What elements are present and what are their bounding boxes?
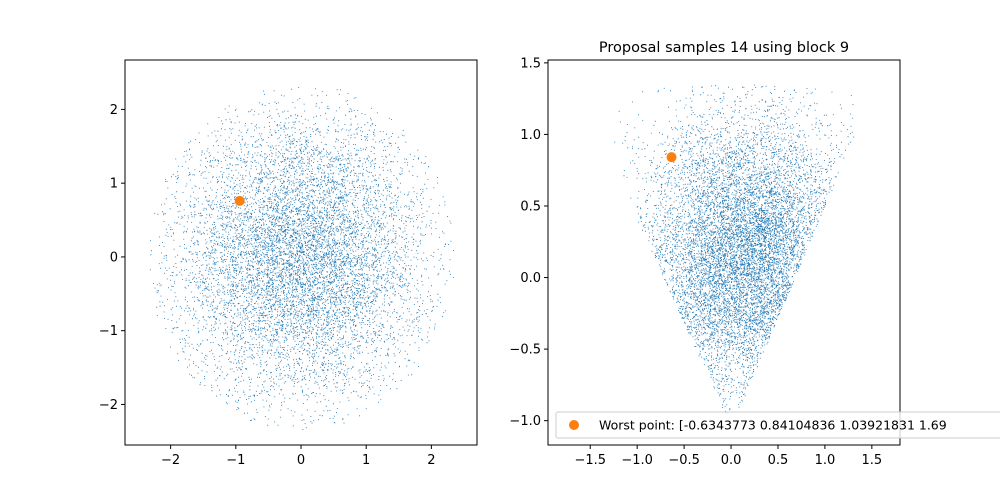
y-tick-label: 0.0 — [520, 271, 541, 286]
x-tick-label: 1.5 — [861, 453, 882, 468]
y-tick-label: −0.5 — [509, 343, 541, 358]
x-tick-label: −1.0 — [621, 453, 653, 468]
x-tick-label: −2 — [161, 453, 180, 468]
right-plot-title: Proposal samples 14 using block 9 — [599, 40, 849, 56]
x-tick-label: 0.5 — [768, 453, 789, 468]
y-tick-label: 1.0 — [520, 128, 541, 143]
y-tick-label: 0 — [110, 250, 118, 265]
legend-box — [555, 411, 1000, 439]
legend-label: Worst point: [-0.6343773 0.84104836 1.03… — [599, 418, 947, 433]
legend-marker — [569, 420, 579, 430]
y-tick-label: −1.0 — [509, 414, 541, 429]
x-tick-label: 0.0 — [721, 453, 742, 468]
worst-point-marker — [234, 195, 245, 206]
left-plot-frame — [124, 59, 478, 446]
right-axis-ticks: −1.5 −1.0 −0.5 0.0 0.5 1.0 1.5 −1.0 −0.5 0.0 0.5 1.… — [509, 56, 882, 468]
y-tick-label: 2 — [110, 103, 118, 118]
x-tick-label: 1.0 — [815, 453, 836, 468]
y-tick-label: −1 — [99, 324, 118, 339]
right-plot-frame — [547, 59, 901, 446]
x-tick-label: −1.5 — [574, 453, 606, 468]
x-tick-label: 2 — [427, 453, 435, 468]
left-axis-ticks: −2 −1 0 1 2 −2 −1 0 1 2 — [99, 103, 436, 468]
y-tick-label: 0.5 — [520, 199, 541, 214]
x-tick-label: 1 — [362, 453, 370, 468]
worst-point-marker — [666, 152, 677, 163]
right-subplot: Proposal samples 14 using block 9 −1.5 −1… — [509, 40, 1000, 468]
right-sample-cloud — [614, 84, 855, 419]
y-tick-label: −2 — [99, 398, 118, 413]
sample-points — [614, 84, 855, 419]
x-tick-label: −1 — [226, 453, 245, 468]
legend: Worst point: [-0.6343773 0.84104836 1.03… — [555, 411, 1000, 439]
y-tick-label: 1.5 — [520, 56, 541, 71]
left-subplot: −2 −1 0 1 2 −2 −1 0 1 2 — [99, 59, 478, 468]
left-sample-cloud — [149, 87, 454, 430]
x-tick-label: −0.5 — [668, 453, 700, 468]
y-tick-label: 1 — [110, 177, 118, 192]
x-tick-label: 0 — [297, 453, 305, 468]
